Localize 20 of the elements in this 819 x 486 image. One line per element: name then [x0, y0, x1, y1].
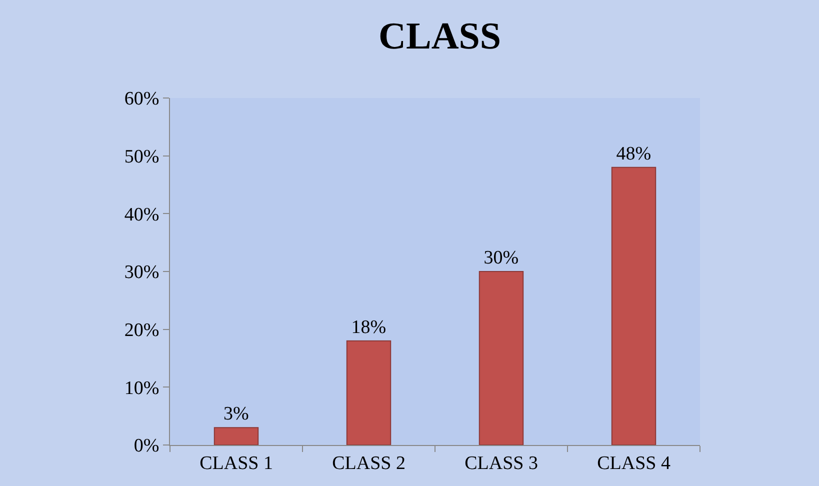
- y-tick-label: 40%: [124, 204, 160, 226]
- data-label: 48%: [616, 143, 652, 164]
- bar: [478, 271, 524, 445]
- y-tick-label: 10%: [124, 378, 160, 399]
- x-tick-label: CLASS 2: [332, 452, 406, 474]
- x-tick-label: CLASS 4: [597, 452, 671, 474]
- y-tick-label: 50%: [124, 146, 160, 168]
- y-tick-label: 30%: [124, 262, 160, 284]
- bar: [346, 340, 392, 445]
- x-tick-label: CLASS 1: [200, 452, 273, 474]
- x-tick-label: CLASS 3: [464, 452, 538, 474]
- bar: [214, 427, 259, 445]
- data-label: 18%: [351, 316, 386, 338]
- bar: [611, 166, 656, 445]
- y-tick-label: 20%: [124, 320, 160, 341]
- data-label: 30%: [484, 248, 519, 268]
- y-tick-label: 60%: [124, 88, 160, 110]
- chart-title: CLASS: [378, 15, 502, 58]
- y-tick-label: 0%: [134, 436, 160, 457]
- data-label: 3%: [224, 404, 249, 425]
